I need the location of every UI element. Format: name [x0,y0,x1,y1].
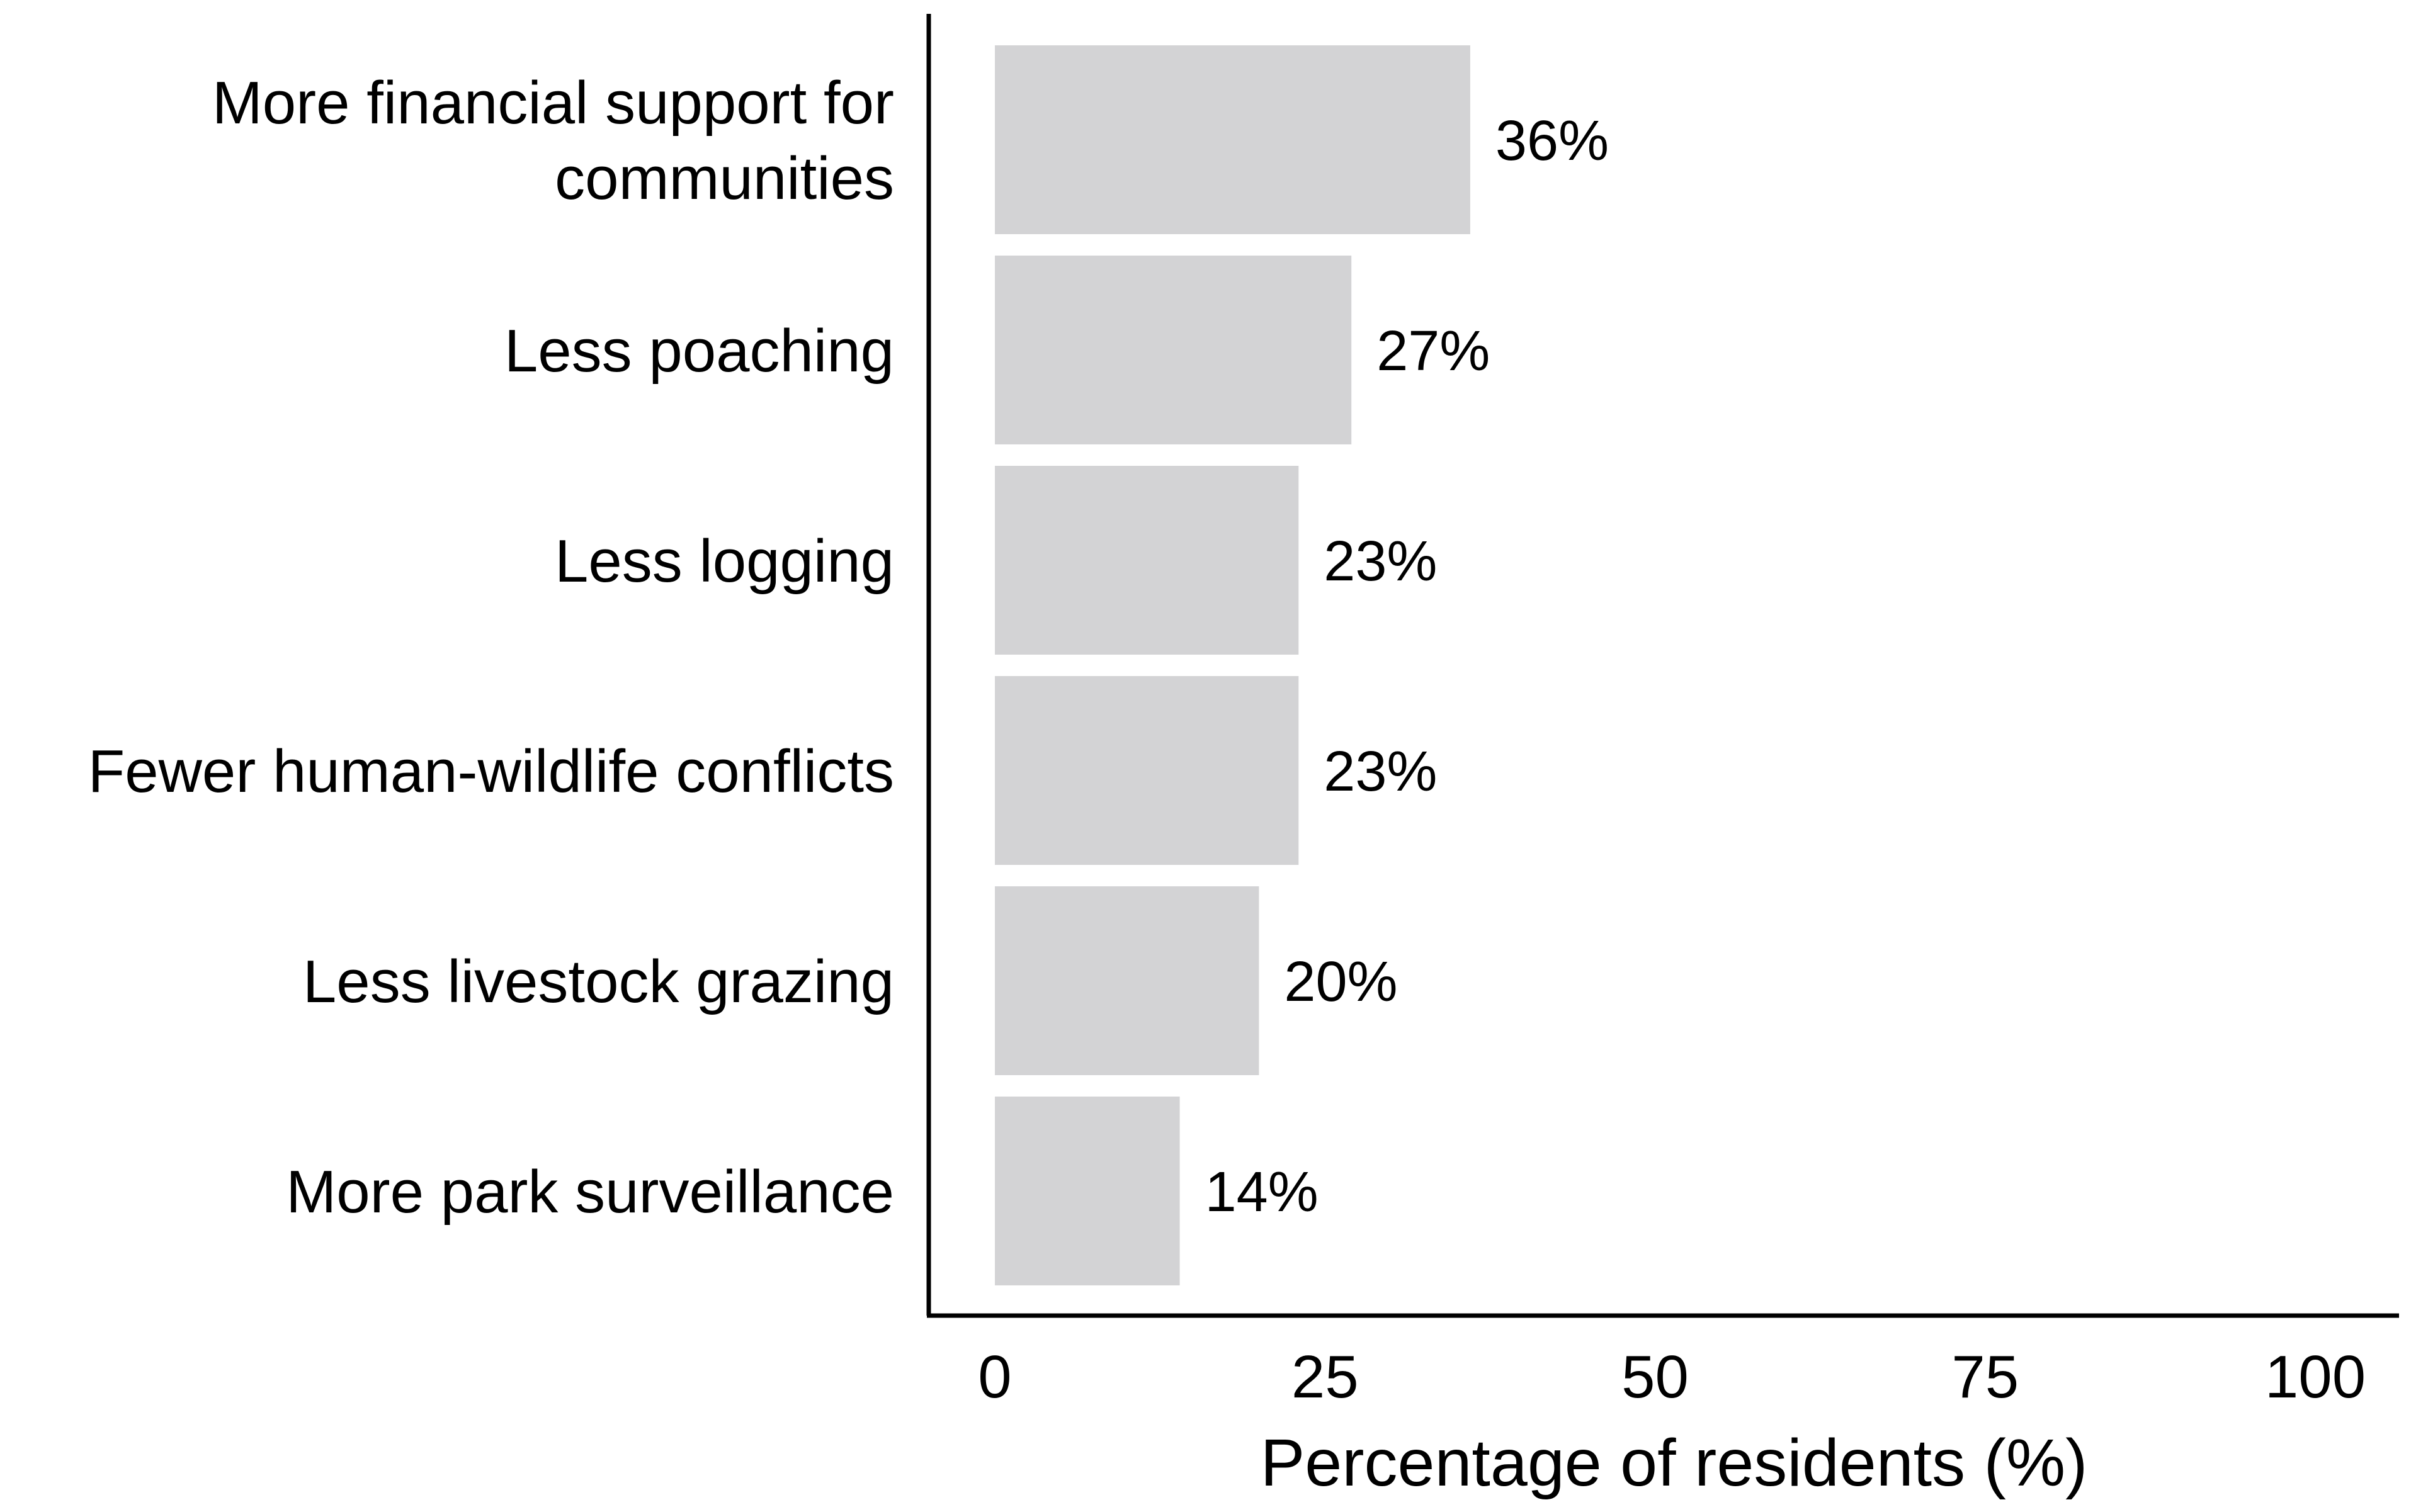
category-label-line: Fewer human-wildlife conflicts [88,738,894,805]
category-label-line: Less poaching [504,317,894,385]
category-labels-group: More financial support for communities Les… [88,69,894,1226]
category-label-2: Less poaching [504,317,894,385]
x-tick-label-25: 25 [1291,1343,1359,1411]
value-label-2: 27% [1376,320,1490,383]
category-label-line: Less livestock grazing [303,948,894,1015]
category-label-1: More financial support for communities [212,69,894,212]
value-label-3: 23% [1324,530,1437,593]
bar-6 [995,1097,1180,1285]
category-label-3: Less logging [555,528,894,595]
value-label-5: 20% [1284,951,1397,1013]
x-tick-label-75: 75 [1951,1343,2019,1411]
category-label-line: Less logging [555,528,894,595]
x-axis-title: Percentage of residents (%) [1261,1426,2088,1500]
category-label-line: More financial support for [212,69,894,137]
value-labels-group: 36% 27% 23% 23% 20% 14% [1205,110,1609,1224]
bar-1 [995,45,1470,234]
category-label-5: Less livestock grazing [303,948,894,1015]
x-tick-label-0: 0 [978,1343,1011,1411]
category-label-6: More park surveillance [286,1158,894,1226]
bar-3 [995,466,1299,655]
value-label-6: 14% [1205,1161,1319,1224]
category-label-line: More park surveillance [286,1158,894,1226]
category-label-4: Fewer human-wildlife conflicts [88,738,894,805]
x-ticks-group: 0 25 50 75 100 [978,1343,2366,1411]
category-label-line: communities [555,145,894,212]
value-label-4: 23% [1324,740,1437,803]
bar-2 [995,256,1352,444]
bar-5 [995,886,1259,1075]
x-tick-label-50: 50 [1621,1343,1689,1411]
value-label-1: 36% [1495,110,1609,172]
bar-4 [995,676,1299,865]
bars-group [995,45,1470,1285]
x-tick-label-100: 100 [2265,1343,2366,1411]
